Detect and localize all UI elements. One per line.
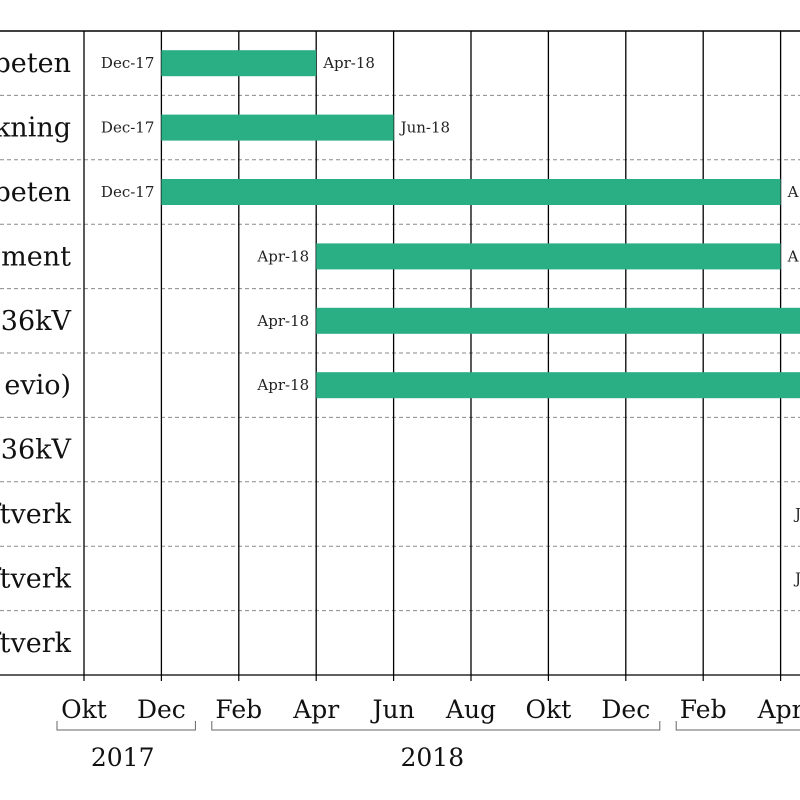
task-start-label: Dec-17 <box>101 119 154 137</box>
category-label: ftverk <box>0 628 72 659</box>
axis-layer: Okt Dec Feb Apr Jun Aug Okt Dec Feb Apr 2017 2018 <box>0 674 800 772</box>
task-end-label: A <box>787 183 799 201</box>
category-label: ftverk <box>0 563 72 594</box>
category-label: evio) <box>4 370 71 401</box>
task-bar <box>161 50 317 77</box>
x-tick-label: Apr <box>292 695 339 724</box>
year-label: 2018 <box>400 743 464 772</box>
category-label: 36kV <box>1 306 72 337</box>
task-start-label: Dec-17 <box>101 54 154 72</box>
x-tick-label: Okt <box>61 695 107 724</box>
task-end-label: Jun-18 <box>399 119 451 137</box>
year-bracket <box>211 721 661 731</box>
task-bar <box>316 307 800 334</box>
label-layer: beten kning beten ment 36kV evio) 36kV ftverk ft… <box>0 48 800 659</box>
task-start-label: Apr-18 <box>256 247 309 265</box>
x-tick-label: Dec <box>137 695 186 724</box>
task-start-label: Dec-17 <box>101 183 154 201</box>
year-label: 2017 <box>91 743 155 772</box>
x-tick-label: Okt <box>526 695 572 724</box>
category-label: 36kV <box>1 435 72 466</box>
bar-layer <box>161 50 800 399</box>
partial-label: J <box>793 569 800 587</box>
category-label: beten <box>0 48 71 79</box>
x-tick-label: Aug <box>445 695 496 724</box>
task-end-label: A <box>787 247 799 265</box>
category-label: kning <box>0 113 71 144</box>
x-tick-label: Feb <box>680 695 727 724</box>
x-tick-label: Feb <box>215 695 262 724</box>
task-bar <box>161 179 781 205</box>
category-label: ftverk <box>0 499 72 530</box>
task-bar <box>316 243 781 270</box>
task-bar <box>161 114 394 141</box>
category-label: beten <box>0 177 71 208</box>
year-bracket <box>675 721 800 731</box>
x-tick-label: Jun <box>369 695 414 724</box>
task-start-label: Apr-18 <box>256 312 309 330</box>
category-label: ment <box>1 241 71 272</box>
year-bracket <box>56 721 196 731</box>
task-end-label: Apr-18 <box>322 54 375 72</box>
x-tick-label: Dec <box>601 695 650 724</box>
task-bar <box>316 372 800 399</box>
task-start-label: Apr-18 <box>256 376 309 394</box>
x-tick-label: Apr <box>757 695 800 724</box>
partial-label: J <box>793 505 800 523</box>
